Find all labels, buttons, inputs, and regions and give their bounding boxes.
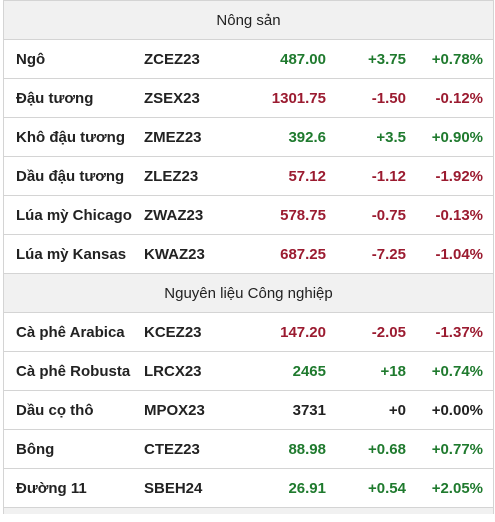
contract-code: SBEH24 [144, 468, 244, 507]
change-cell: +0.54 [330, 468, 410, 507]
price-cell: 687.25 [244, 234, 330, 274]
contract-code: MPOX23 [144, 390, 244, 430]
contract-code: ZWAZ23 [144, 195, 244, 235]
commodity-name: Cà phê Arabica [4, 312, 144, 352]
table-row: Cà phê Arabica KCEZ23 147.20 -2.05 -1.37% [4, 312, 493, 352]
price-cell: 147.20 [244, 312, 330, 352]
commodity-name: Cà phê Robusta [4, 351, 144, 391]
commodity-name: Dầu cọ thô [4, 390, 144, 430]
section-title: Nguyên liệu Công nghiệp [4, 273, 493, 313]
table-row: Dầu cọ thô MPOX23 3731 +0 +0.00% [4, 390, 493, 430]
percent-change-cell: +2.05% [410, 468, 493, 507]
contract-code: CTEZ23 [144, 429, 244, 469]
change-cell: -2.05 [330, 312, 410, 352]
price-cell: 578.75 [244, 195, 330, 235]
commodity-name: Đậu tương [4, 78, 144, 118]
percent-change-cell: +0.77% [410, 429, 493, 469]
change-cell: +18 [330, 351, 410, 391]
table-footer-strip [4, 507, 493, 514]
section-header: Nông sản [4, 0, 493, 40]
change-cell: -7.25 [330, 234, 410, 274]
contract-code: KCEZ23 [144, 312, 244, 352]
commodity-name: Đường 11 [4, 468, 144, 507]
commodity-name: Ngô [4, 39, 144, 79]
price-cell: 487.00 [244, 39, 330, 79]
commodity-price-table: Nông sản Ngô ZCEZ23 487.00 +3.75 +0.78% Đậu tư… [3, 0, 494, 514]
table-row: Dầu đậu tương ZLEZ23 57.12 -1.12 -1.92% [4, 156, 493, 196]
percent-change-cell: -1.37% [410, 312, 493, 352]
table-row: Lúa mỳ Chicago ZWAZ23 578.75 -0.75 -0.13% [4, 195, 493, 235]
percent-change-cell: -0.13% [410, 195, 493, 235]
commodity-name: Khô đậu tương [4, 117, 144, 157]
change-cell: -1.50 [330, 78, 410, 118]
contract-code: ZLEZ23 [144, 156, 244, 196]
price-cell: 26.91 [244, 468, 330, 507]
change-cell: +0.68 [330, 429, 410, 469]
percent-change-cell: +0.78% [410, 39, 493, 79]
commodity-name: Dầu đậu tương [4, 156, 144, 196]
change-cell: +3.75 [330, 39, 410, 79]
commodity-name: Bông [4, 429, 144, 469]
price-cell: 57.12 [244, 156, 330, 196]
table-row: Lúa mỳ Kansas KWAZ23 687.25 -7.25 -1.04% [4, 234, 493, 274]
percent-change-cell: +0.00% [410, 390, 493, 430]
change-cell: +0 [330, 390, 410, 430]
contract-code: ZMEZ23 [144, 117, 244, 157]
contract-code: ZSEX23 [144, 78, 244, 118]
table-row: Ngô ZCEZ23 487.00 +3.75 +0.78% [4, 39, 493, 79]
contract-code: LRCX23 [144, 351, 244, 391]
contract-code: KWAZ23 [144, 234, 244, 274]
commodity-name: Lúa mỳ Kansas [4, 234, 144, 274]
price-table: Nông sản Ngô ZCEZ23 487.00 +3.75 +0.78% Đậu tư… [4, 0, 493, 507]
change-cell: +3.5 [330, 117, 410, 157]
contract-code: ZCEZ23 [144, 39, 244, 79]
price-cell: 3731 [244, 390, 330, 430]
change-cell: -1.12 [330, 156, 410, 196]
percent-change-cell: +0.90% [410, 117, 493, 157]
percent-change-cell: -1.04% [410, 234, 493, 274]
price-cell: 392.6 [244, 117, 330, 157]
table-row: Cà phê Robusta LRCX23 2465 +18 +0.74% [4, 351, 493, 391]
section-header: Nguyên liệu Công nghiệp [4, 273, 493, 313]
price-cell: 2465 [244, 351, 330, 391]
table-row: Đường 11 SBEH24 26.91 +0.54 +2.05% [4, 468, 493, 507]
percent-change-cell: +0.74% [410, 351, 493, 391]
change-cell: -0.75 [330, 195, 410, 235]
price-cell: 1301.75 [244, 78, 330, 118]
table-row: Bông CTEZ23 88.98 +0.68 +0.77% [4, 429, 493, 469]
table-row: Khô đậu tương ZMEZ23 392.6 +3.5 +0.90% [4, 117, 493, 157]
commodity-name: Lúa mỳ Chicago [4, 195, 144, 235]
percent-change-cell: -1.92% [410, 156, 493, 196]
percent-change-cell: -0.12% [410, 78, 493, 118]
section-title: Nông sản [4, 0, 493, 40]
table-row: Đậu tương ZSEX23 1301.75 -1.50 -0.12% [4, 78, 493, 118]
table-body: Nông sản Ngô ZCEZ23 487.00 +3.75 +0.78% Đậu tư… [4, 0, 493, 507]
price-cell: 88.98 [244, 429, 330, 469]
